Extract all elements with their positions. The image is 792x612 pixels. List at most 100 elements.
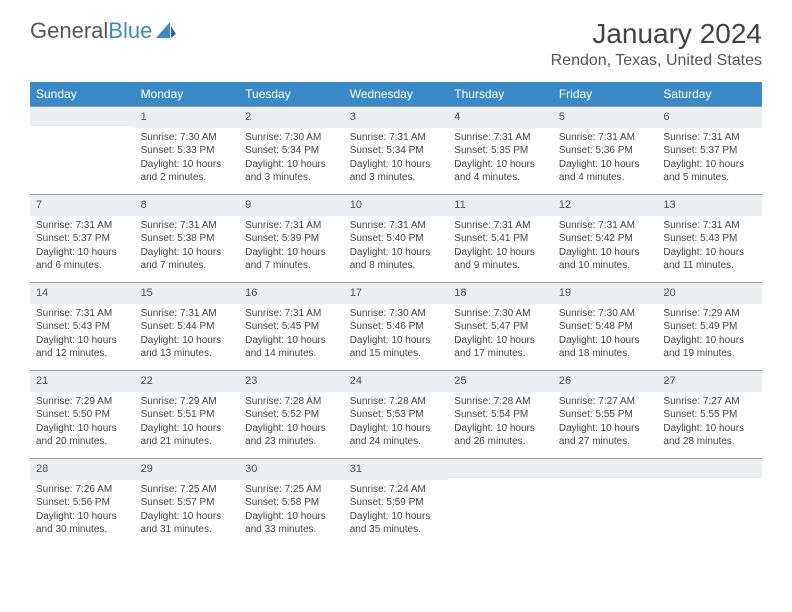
sunrise-text: Sunrise: 7:30 AM [141,131,234,145]
day-details: Sunrise: 7:31 AMSunset: 5:44 PMDaylight:… [135,304,240,361]
daylight-text: Daylight: 10 hours and 13 minutes. [141,334,234,361]
sunrise-text: Sunrise: 7:31 AM [559,131,652,145]
daylight-text: Daylight: 10 hours and 23 minutes. [245,422,338,449]
day-number: 16 [239,283,344,304]
logo-sail-icon [156,22,178,40]
sunset-text: Sunset: 5:47 PM [454,320,547,334]
calendar-cell: 29Sunrise: 7:25 AMSunset: 5:57 PMDayligh… [135,458,240,546]
day-number: 25 [448,371,553,392]
day-number: 9 [239,195,344,216]
day-details: Sunrise: 7:30 AMSunset: 5:47 PMDaylight:… [448,304,553,361]
daylight-text: Daylight: 10 hours and 35 minutes. [350,510,443,537]
sunset-text: Sunset: 5:37 PM [36,232,129,246]
calendar-cell: 26Sunrise: 7:27 AMSunset: 5:55 PMDayligh… [553,370,658,458]
daylight-text: Daylight: 10 hours and 3 minutes. [350,158,443,185]
day-details: Sunrise: 7:30 AMSunset: 5:46 PMDaylight:… [344,304,449,361]
daylight-text: Daylight: 10 hours and 20 minutes. [36,422,129,449]
calendar-body: 1Sunrise: 7:30 AMSunset: 5:33 PMDaylight… [30,106,762,546]
sunrise-text: Sunrise: 7:31 AM [245,219,338,233]
day-number: 23 [239,371,344,392]
daylight-text: Daylight: 10 hours and 18 minutes. [559,334,652,361]
daylight-text: Daylight: 10 hours and 15 minutes. [350,334,443,361]
sunset-text: Sunset: 5:37 PM [663,144,756,158]
day-number [553,459,658,478]
daylight-text: Daylight: 10 hours and 28 minutes. [663,422,756,449]
day-details: Sunrise: 7:31 AMSunset: 5:39 PMDaylight:… [239,216,344,273]
day-number: 6 [657,107,762,128]
daylight-text: Daylight: 10 hours and 9 minutes. [454,246,547,273]
sunset-text: Sunset: 5:55 PM [663,408,756,422]
calendar-cell [657,458,762,546]
sunset-text: Sunset: 5:56 PM [36,496,129,510]
day-details: Sunrise: 7:31 AMSunset: 5:41 PMDaylight:… [448,216,553,273]
calendar-cell [553,458,658,546]
daylight-text: Daylight: 10 hours and 24 minutes. [350,422,443,449]
day-details: Sunrise: 7:24 AMSunset: 5:59 PMDaylight:… [344,480,449,537]
sunset-text: Sunset: 5:45 PM [245,320,338,334]
day-details: Sunrise: 7:31 AMSunset: 5:36 PMDaylight:… [553,128,658,185]
calendar-cell: 23Sunrise: 7:28 AMSunset: 5:52 PMDayligh… [239,370,344,458]
day-details: Sunrise: 7:31 AMSunset: 5:37 PMDaylight:… [657,128,762,185]
day-number: 28 [30,459,135,480]
calendar-cell: 10Sunrise: 7:31 AMSunset: 5:40 PMDayligh… [344,194,449,282]
calendar-cell: 24Sunrise: 7:28 AMSunset: 5:53 PMDayligh… [344,370,449,458]
weekday-label: Wednesday [344,82,449,106]
sunset-text: Sunset: 5:44 PM [141,320,234,334]
sunrise-text: Sunrise: 7:25 AM [245,483,338,497]
daylight-text: Daylight: 10 hours and 33 minutes. [245,510,338,537]
calendar-cell: 14Sunrise: 7:31 AMSunset: 5:43 PMDayligh… [30,282,135,370]
day-details: Sunrise: 7:29 AMSunset: 5:51 PMDaylight:… [135,392,240,449]
header: GeneralBlue January 2024 Rendon, Texas, … [0,0,792,76]
sunrise-text: Sunrise: 7:28 AM [245,395,338,409]
day-number: 27 [657,371,762,392]
day-number [657,459,762,478]
sunset-text: Sunset: 5:48 PM [559,320,652,334]
sunrise-text: Sunrise: 7:31 AM [350,219,443,233]
day-number: 7 [30,195,135,216]
calendar-cell: 22Sunrise: 7:29 AMSunset: 5:51 PMDayligh… [135,370,240,458]
sunset-text: Sunset: 5:35 PM [454,144,547,158]
daylight-text: Daylight: 10 hours and 7 minutes. [141,246,234,273]
sunset-text: Sunset: 5:57 PM [141,496,234,510]
sunrise-text: Sunrise: 7:29 AM [663,307,756,321]
day-details: Sunrise: 7:31 AMSunset: 5:45 PMDaylight:… [239,304,344,361]
day-number: 4 [448,107,553,128]
sunrise-text: Sunrise: 7:31 AM [663,131,756,145]
weekday-header: Sunday Monday Tuesday Wednesday Thursday… [30,82,762,106]
calendar-cell: 1Sunrise: 7:30 AMSunset: 5:33 PMDaylight… [135,106,240,194]
daylight-text: Daylight: 10 hours and 4 minutes. [454,158,547,185]
daylight-text: Daylight: 10 hours and 14 minutes. [245,334,338,361]
day-number: 1 [135,107,240,128]
sunrise-text: Sunrise: 7:31 AM [245,307,338,321]
daylight-text: Daylight: 10 hours and 5 minutes. [663,158,756,185]
sunrise-text: Sunrise: 7:31 AM [141,307,234,321]
day-number: 24 [344,371,449,392]
day-number: 12 [553,195,658,216]
day-details: Sunrise: 7:25 AMSunset: 5:57 PMDaylight:… [135,480,240,537]
sunrise-text: Sunrise: 7:25 AM [141,483,234,497]
sunset-text: Sunset: 5:50 PM [36,408,129,422]
weekday-label: Thursday [448,82,553,106]
sunset-text: Sunset: 5:36 PM [559,144,652,158]
day-number: 21 [30,371,135,392]
sunrise-text: Sunrise: 7:28 AM [350,395,443,409]
sunset-text: Sunset: 5:51 PM [141,408,234,422]
day-number [448,459,553,478]
day-details: Sunrise: 7:28 AMSunset: 5:53 PMDaylight:… [344,392,449,449]
sunrise-text: Sunrise: 7:24 AM [350,483,443,497]
day-details: Sunrise: 7:30 AMSunset: 5:48 PMDaylight:… [553,304,658,361]
day-number: 14 [30,283,135,304]
day-number: 13 [657,195,762,216]
sunrise-text: Sunrise: 7:31 AM [454,219,547,233]
day-details: Sunrise: 7:28 AMSunset: 5:54 PMDaylight:… [448,392,553,449]
calendar-cell: 13Sunrise: 7:31 AMSunset: 5:43 PMDayligh… [657,194,762,282]
sunset-text: Sunset: 5:34 PM [245,144,338,158]
sunrise-text: Sunrise: 7:30 AM [454,307,547,321]
calendar-cell: 25Sunrise: 7:28 AMSunset: 5:54 PMDayligh… [448,370,553,458]
sunrise-text: Sunrise: 7:31 AM [559,219,652,233]
sunrise-text: Sunrise: 7:31 AM [663,219,756,233]
logo-word1: General [30,18,108,44]
day-details: Sunrise: 7:29 AMSunset: 5:50 PMDaylight:… [30,392,135,449]
day-number: 18 [448,283,553,304]
calendar-cell: 27Sunrise: 7:27 AMSunset: 5:55 PMDayligh… [657,370,762,458]
